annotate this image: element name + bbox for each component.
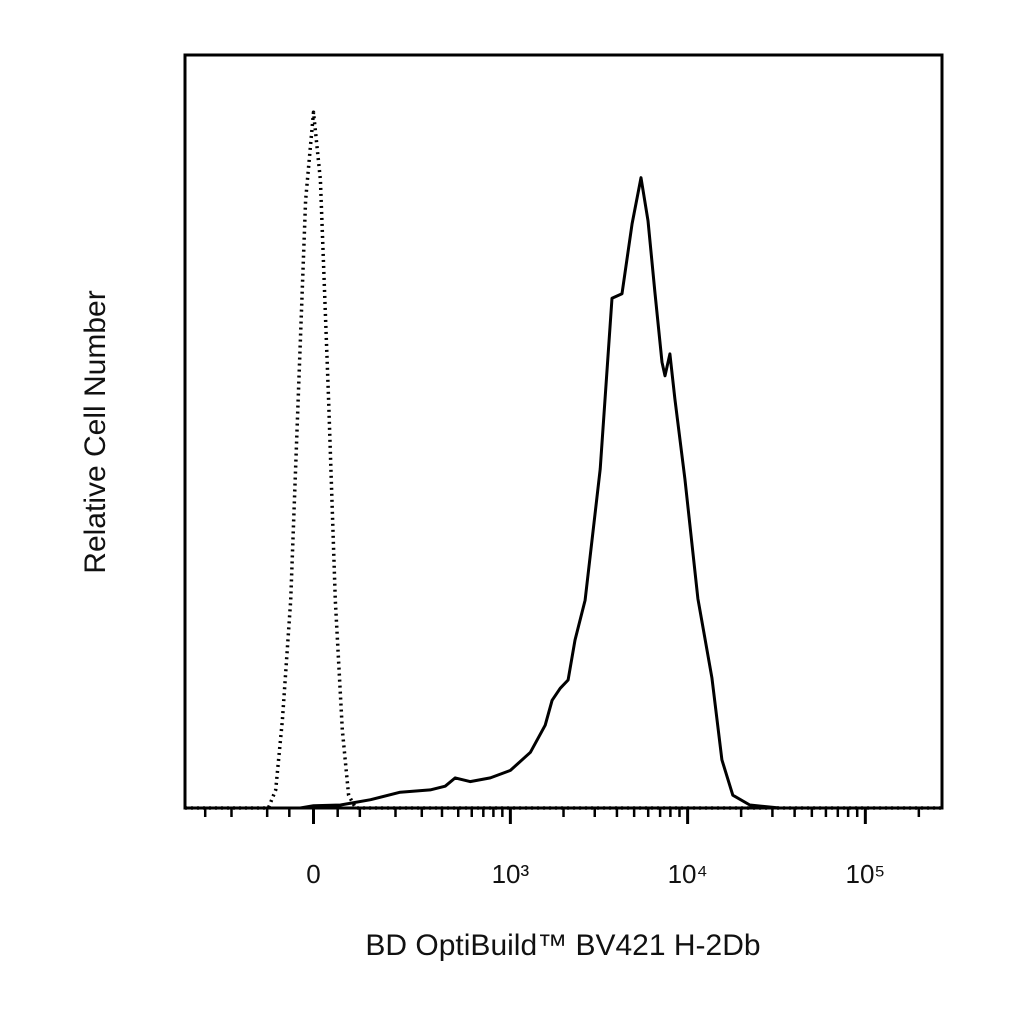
histogram-line [185, 110, 942, 810]
x-tick-label: 10³ [492, 859, 530, 889]
y-axis-label: Relative Cell Number [79, 290, 112, 573]
histogram-line [185, 176, 942, 810]
x-tick-label: 0 [306, 859, 320, 889]
x-axis-label: BD OptiBuild™ BV421 H-2Db [365, 929, 760, 962]
x-tick-label: 10⁴ [668, 859, 708, 889]
x-tick-label: 10⁵ [845, 859, 885, 889]
